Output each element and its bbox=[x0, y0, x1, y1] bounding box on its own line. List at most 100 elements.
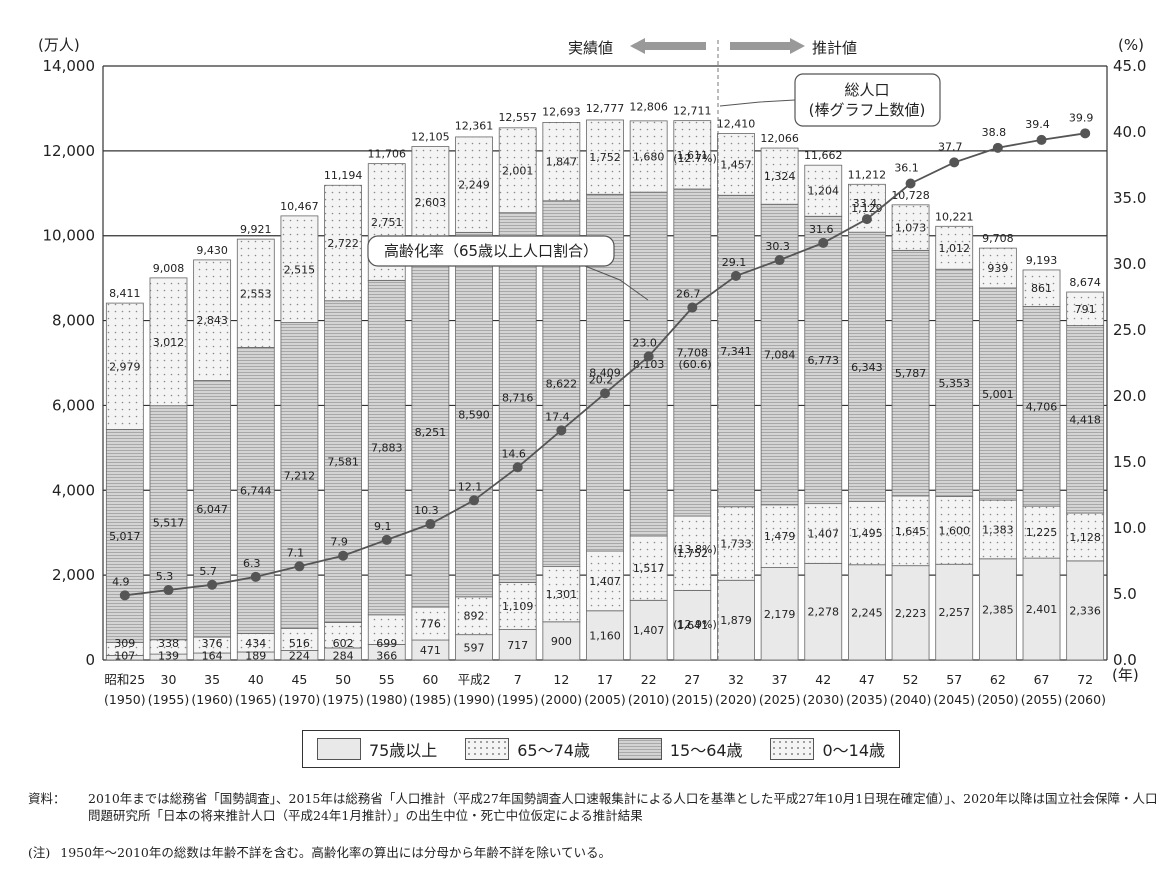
y-tick-label: 14,000 bbox=[43, 57, 96, 75]
total-label: 12,711 bbox=[673, 105, 712, 118]
aging-rate-point bbox=[163, 585, 174, 596]
x-tick-label: 57 bbox=[946, 672, 962, 687]
x-tick-label: 47 bbox=[859, 672, 875, 687]
segment-value-label: 7,084 bbox=[764, 349, 796, 362]
bar-segment-65-74 bbox=[629, 535, 668, 601]
bar-segment-0-14 bbox=[717, 133, 755, 196]
segment-value-label: 284 bbox=[333, 650, 354, 663]
footnote-label: (注) bbox=[28, 845, 51, 860]
segment-value-label: 2,278 bbox=[808, 606, 840, 619]
bar-segment-15-64 bbox=[367, 279, 406, 616]
aging-rate-label: 7.1 bbox=[287, 546, 305, 559]
total-label: 8,674 bbox=[1069, 276, 1101, 289]
bar-segment-15-64 bbox=[760, 203, 799, 506]
segment-value-label: 2,553 bbox=[240, 287, 272, 300]
x-year-label: (2035) bbox=[846, 692, 888, 707]
x-year-label: (2045) bbox=[933, 692, 975, 707]
total-label: 12,410 bbox=[717, 117, 756, 130]
aging-rate-point bbox=[294, 561, 305, 572]
legend-item-75plus: 75歳以上 bbox=[316, 737, 438, 761]
segment-value-label: 2,223 bbox=[895, 607, 927, 620]
legend: 75歳以上 65～74歳 15～64歳 0～14歳 bbox=[302, 730, 900, 768]
bar-segment-75plus bbox=[760, 567, 799, 661]
x-unit-label: (年) bbox=[1112, 666, 1139, 684]
x-year-label: (1995) bbox=[497, 692, 539, 707]
bar-segment-75plus bbox=[978, 558, 1017, 661]
x-tick-label: 平成2 bbox=[458, 672, 491, 687]
aging-rate-point bbox=[861, 214, 872, 225]
segment-value-label: 107 bbox=[114, 650, 135, 663]
segment-value-label: 1,600 bbox=[938, 524, 970, 537]
x-tick-label: 22 bbox=[641, 672, 657, 687]
segment-value-label: 6,773 bbox=[808, 354, 840, 367]
aging-callout-box bbox=[367, 235, 615, 267]
segment-value-label: 892 bbox=[464, 610, 485, 623]
aging-rate-point bbox=[818, 237, 829, 248]
aging-rate-label: 38.8 bbox=[982, 126, 1007, 139]
bar-segment-0-14 bbox=[760, 147, 799, 205]
segment-value-label: 717 bbox=[507, 639, 528, 652]
segment-value-label: 1,645 bbox=[895, 525, 927, 538]
bar-segment-75plus bbox=[848, 564, 886, 661]
aging-rate-point bbox=[512, 462, 523, 473]
footnote-text: 1950年～2010年の総数は年齢不詳を含む。高齢化率の算出には分母から年齢不詳… bbox=[60, 845, 611, 860]
segment-value-label: 2,001 bbox=[502, 164, 534, 177]
actual-label: 実績値 bbox=[568, 39, 613, 57]
bar-segment-65-74 bbox=[455, 596, 493, 636]
legend-item-0-14: 0～14歳 bbox=[770, 737, 885, 761]
y-tick-label: 4,000 bbox=[52, 481, 95, 499]
segment-value-label: 939 bbox=[987, 262, 1008, 275]
segment-value-label: 3,012 bbox=[153, 336, 185, 349]
source-note: 資料： 2010年までは総務省「国勢調査」、2015年は総務省「人口推計（平成2… bbox=[28, 790, 1158, 824]
x-year-label: (1975) bbox=[322, 692, 364, 707]
aging-rate-label: 31.6 bbox=[809, 223, 834, 236]
aging-rate-point bbox=[687, 302, 698, 313]
segment-value-label: 2,515 bbox=[284, 263, 316, 276]
segment-value-label: 791 bbox=[1075, 303, 1096, 316]
bar-segment-0-14 bbox=[105, 302, 144, 430]
bar-segment-65-74 bbox=[891, 495, 930, 567]
x-tick-label: 35 bbox=[204, 672, 220, 687]
segment-value-label: 5,017 bbox=[109, 530, 141, 543]
bar-segment-65-74 bbox=[935, 495, 974, 565]
segment-value-label: 2,603 bbox=[415, 196, 447, 209]
segment-value-label: 376 bbox=[202, 637, 223, 650]
y-tick-label: 6,000 bbox=[52, 396, 95, 414]
legend-item-65-74: 65～74歳 bbox=[465, 737, 590, 761]
x-year-label: (2050) bbox=[977, 692, 1019, 707]
aging-rate-point bbox=[250, 571, 261, 582]
segment-value-label: 2,722 bbox=[327, 237, 359, 250]
y2-tick-label: 0.0 bbox=[1113, 651, 1137, 669]
bar-segment-75plus bbox=[455, 634, 493, 661]
legend-label-75plus: 75歳以上 bbox=[368, 741, 438, 760]
total-label: 10,221 bbox=[935, 210, 974, 223]
legend-swatch-75plus bbox=[316, 738, 361, 760]
bar-segment-65-74 bbox=[367, 614, 406, 645]
segment-value-label: 5,787 bbox=[895, 367, 927, 380]
segment-value-label: 7,883 bbox=[371, 442, 403, 455]
x-tick-label: 32 bbox=[728, 672, 744, 687]
y-tick-label: 12,000 bbox=[43, 142, 96, 160]
bar-segment-15-64 bbox=[498, 212, 537, 583]
segment-value-label: 8,409 bbox=[589, 367, 621, 380]
segment-value-label: 2,401 bbox=[1026, 603, 1058, 616]
legend-label-15-64: 15～64歳 bbox=[669, 741, 743, 760]
x-tick-label: 7 bbox=[514, 672, 522, 687]
y2-tick-label: 15.0 bbox=[1113, 453, 1146, 471]
total-label: 11,212 bbox=[848, 168, 887, 181]
y2-unit-label: (%) bbox=[1118, 36, 1144, 54]
segment-value-label: 597 bbox=[464, 641, 485, 654]
aging-callout-text: 高齢化率（65歳以上人口割合） bbox=[384, 242, 598, 260]
x-year-label: (1965) bbox=[235, 692, 277, 707]
share-15-64-2015: (60.6) bbox=[678, 358, 711, 371]
segment-value-label: 1,109 bbox=[502, 600, 534, 613]
y2-tick-label: 10.0 bbox=[1113, 519, 1146, 537]
y-tick-label: 8,000 bbox=[52, 312, 95, 330]
x-year-label: (2015) bbox=[672, 692, 714, 707]
segment-value-label: 5,001 bbox=[982, 388, 1014, 401]
bar-segment-65-74 bbox=[411, 606, 450, 641]
segment-value-label: 434 bbox=[245, 637, 266, 650]
y-tick-label: 0 bbox=[85, 651, 95, 669]
aging-rate-point bbox=[207, 579, 218, 590]
